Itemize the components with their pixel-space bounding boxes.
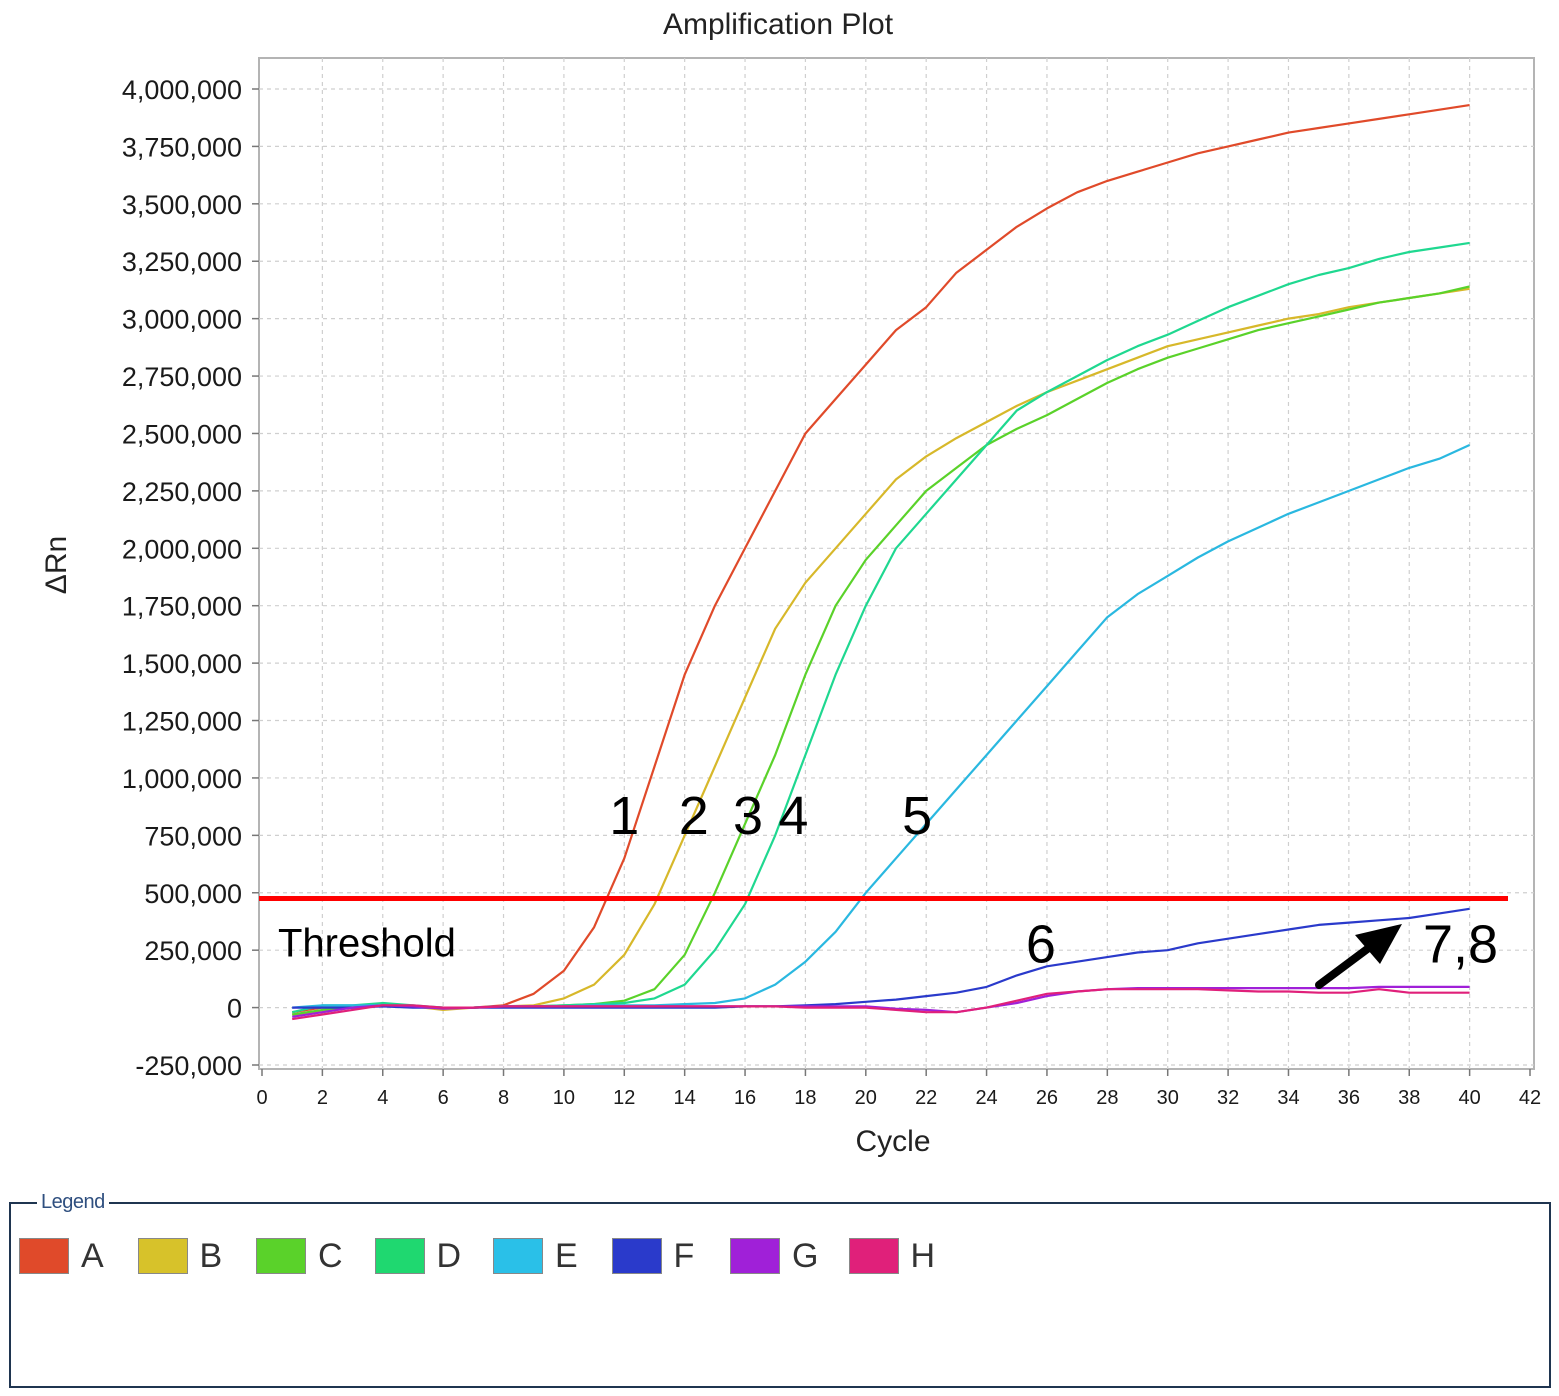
y-tick-label: 3,250,000 — [122, 247, 242, 277]
y-tick-label: 1,500,000 — [122, 649, 242, 679]
legend-swatch — [493, 1238, 543, 1274]
legend-label: A — [81, 1236, 104, 1275]
y-tick-label: 1,000,000 — [122, 764, 242, 794]
legend-label: G — [792, 1236, 819, 1275]
y-tick-label: -250,000 — [135, 1051, 242, 1081]
annotation-label: 3 — [733, 786, 763, 846]
x-tick-label: 32 — [1217, 1087, 1239, 1109]
y-tick-label: 3,000,000 — [122, 305, 242, 335]
y-tick-label: 2,500,000 — [122, 419, 242, 449]
x-tick-label: 12 — [613, 1087, 635, 1109]
y-tick-label: 250,000 — [144, 936, 242, 966]
legend-swatch — [19, 1238, 69, 1274]
annotation-label: 7,8 — [1423, 914, 1498, 974]
legend-label: D — [436, 1236, 462, 1275]
x-tick-label: 28 — [1096, 1087, 1118, 1109]
y-tick-label: 2,250,000 — [122, 477, 242, 507]
annotation-label: 1 — [609, 786, 639, 846]
y-tick-label: 3,500,000 — [122, 190, 242, 220]
annotation-label: 6 — [1026, 914, 1056, 974]
chart-title: Amplification Plot — [663, 8, 894, 41]
legend-title: Legend — [37, 1191, 109, 1214]
legend-swatch — [137, 1238, 188, 1274]
annotation-label: 2 — [679, 786, 709, 846]
x-tick-label: 34 — [1277, 1087, 1299, 1109]
x-tick-label: 14 — [674, 1087, 696, 1109]
legend-swatch — [611, 1238, 662, 1274]
legend-label: B — [199, 1236, 223, 1275]
y-tick-label: 4,000,000 — [122, 75, 242, 105]
threshold-label: Threshold — [278, 922, 456, 966]
x-tick-label: 6 — [438, 1087, 449, 1109]
legend-swatch — [256, 1238, 306, 1274]
legend-item-h[interactable]: H — [848, 1236, 968, 1275]
y-tick-label: 2,000,000 — [122, 534, 242, 564]
x-tick-label: 20 — [855, 1087, 877, 1109]
x-tick-label: 16 — [734, 1087, 756, 1109]
legend-swatch — [374, 1238, 425, 1274]
legend-item-c[interactable]: C — [256, 1237, 375, 1275]
x-tick-label: 30 — [1157, 1087, 1179, 1109]
legend-label: E — [555, 1236, 578, 1275]
x-axis-label: Cycle — [855, 1125, 930, 1158]
legend-panel: Legend A B C D E F G — [9, 1191, 1551, 1388]
x-tick-label: 38 — [1398, 1087, 1420, 1109]
legend-swatch — [730, 1238, 780, 1274]
y-tick-label: 3,750,000 — [122, 132, 242, 162]
x-tick-label: 40 — [1458, 1087, 1480, 1109]
legend-item-a[interactable]: A — [19, 1237, 138, 1275]
x-tick-label: 42 — [1519, 1087, 1541, 1109]
legend-label: F — [673, 1236, 695, 1275]
x-tick-label: 10 — [553, 1087, 575, 1109]
legend-items: A B C D E F G H — [19, 1237, 967, 1275]
x-tick-label: 24 — [975, 1087, 997, 1109]
x-tick-label: 36 — [1338, 1087, 1360, 1109]
series-line-h — [292, 988, 1470, 1021]
plot-area — [258, 57, 1535, 1070]
x-tick-label: 4 — [377, 1087, 388, 1109]
annotation-label: 5 — [902, 786, 932, 846]
series-group — [291, 104, 1471, 1021]
x-tick-label: 2 — [317, 1087, 328, 1109]
y-tick-label: 500,000 — [144, 879, 242, 909]
y-tick-label: 2,750,000 — [122, 362, 242, 392]
amplification-chart: 0 2 4 6 8 10 12 14 16 18 20 22 24 26 28 30 32 34 36 38 40 42 4… — [40, 8, 1541, 1158]
legend-swatch — [848, 1238, 899, 1274]
legend-item-b[interactable]: B — [137, 1236, 257, 1275]
chart-svg: 0 2 4 6 8 10 12 14 16 18 20 22 24 26 28 30 32 34 36 38 40 424… — [40, 8, 1541, 1158]
legend-item-e[interactable]: E — [493, 1237, 612, 1275]
legend-item-f[interactable]: F — [611, 1236, 731, 1275]
annotation-label: 4 — [778, 786, 808, 846]
legend-item-d[interactable]: D — [374, 1236, 494, 1275]
x-tick-label: 26 — [1036, 1087, 1058, 1109]
y-tick-label: 0 — [227, 994, 242, 1024]
x-tick-label: 8 — [498, 1087, 509, 1109]
y-tick-label: 1,250,000 — [122, 707, 242, 737]
y-axis-label: ΔRn — [40, 536, 73, 594]
legend-label: C — [318, 1236, 343, 1275]
x-tick-label: 18 — [794, 1087, 816, 1109]
legend-label: H — [910, 1236, 936, 1275]
y-tick-label: 750,000 — [144, 821, 242, 851]
arrow-head-icon — [1355, 924, 1402, 964]
legend-item-g[interactable]: G — [730, 1237, 849, 1275]
x-tick-label: 22 — [915, 1087, 937, 1109]
x-tick-label: 0 — [256, 1087, 267, 1109]
y-tick-label: 1,750,000 — [122, 592, 242, 622]
